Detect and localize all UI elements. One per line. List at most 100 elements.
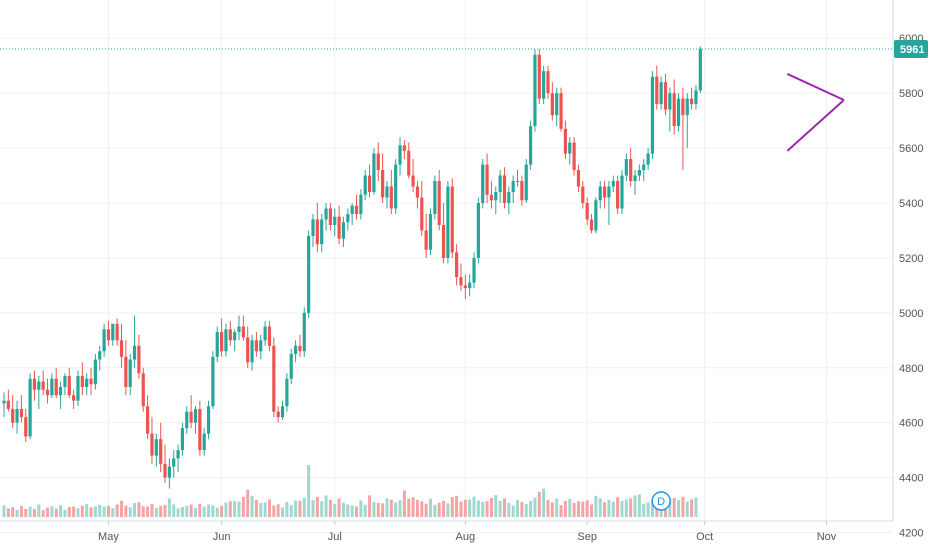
candle-body: [698, 48, 702, 91]
volume-bar: [611, 501, 615, 517]
time-tick-label: Jun: [213, 531, 231, 543]
candle-body: [672, 93, 676, 127]
candle-body: [315, 219, 319, 245]
candle-body: [128, 359, 132, 387]
candle-body: [241, 326, 245, 338]
candle-body: [685, 98, 689, 116]
volume-bar: [50, 506, 54, 517]
volume-bar: [511, 505, 515, 517]
candle-body: [206, 406, 211, 434]
volume-bar: [672, 497, 676, 517]
candle-body: [411, 175, 415, 187]
volume-bar: [690, 499, 694, 517]
volume-bar: [381, 503, 385, 517]
candle-body: [420, 197, 424, 231]
volume-bar: [363, 504, 367, 517]
candle-body: [524, 164, 528, 201]
volume-bar: [455, 495, 459, 517]
volume-bar: [568, 499, 572, 517]
volume-bar: [424, 503, 428, 517]
candle-body: [402, 145, 406, 151]
candle-body: [237, 326, 241, 333]
candle-body: [694, 90, 698, 105]
candle-body: [659, 82, 663, 105]
dividend-marker-label: D: [657, 496, 665, 508]
candle-body: [41, 381, 45, 390]
volume-bar: [298, 500, 302, 517]
volume-bar: [106, 505, 110, 517]
candle-body: [267, 326, 272, 346]
price-tick-label: 4400: [899, 473, 923, 485]
volume-bar: [302, 497, 306, 517]
volume-bar: [224, 502, 228, 517]
candle-body: [89, 378, 93, 385]
volume-bar: [6, 508, 10, 517]
candle-body: [546, 71, 550, 94]
candle-body: [655, 76, 659, 105]
volume-bar: [394, 502, 398, 517]
candle-body: [472, 257, 476, 283]
volume-bar: [650, 500, 654, 517]
volume-bar: [346, 504, 350, 517]
volume-bar: [111, 508, 115, 517]
candle-body: [246, 337, 250, 363]
candle-body: [163, 463, 167, 478]
volume-bar: [472, 496, 476, 517]
volume-bar: [211, 505, 215, 517]
volume-bar: [546, 499, 550, 517]
candle-body: [520, 181, 524, 201]
candle-body: [485, 164, 489, 195]
candle-body: [437, 181, 441, 225]
candle-body: [185, 411, 189, 429]
volume-bar: [146, 506, 150, 517]
candle-body: [585, 202, 589, 220]
volume-bar: [185, 505, 189, 517]
volume-bar: [489, 497, 493, 517]
candle-body: [363, 175, 367, 195]
volume-bar: [576, 501, 580, 517]
candle-body: [180, 428, 185, 451]
volume-bar: [555, 498, 559, 517]
volume-bar: [228, 501, 232, 517]
candle-body: [372, 153, 376, 193]
candle-body: [385, 186, 389, 198]
last-price-badge: [894, 39, 928, 58]
candle-body: [629, 159, 633, 182]
volume-bar: [481, 501, 485, 517]
candle-body: [455, 252, 459, 278]
volume-bar: [241, 496, 245, 517]
candle-body: [307, 235, 311, 313]
volume-bar: [463, 499, 467, 517]
candle-body: [359, 194, 363, 214]
volume-bar: [276, 504, 280, 517]
volume-bar: [398, 500, 402, 517]
candle-body: [616, 181, 620, 209]
volume-bar: [355, 506, 359, 517]
volume-bar: [141, 506, 145, 517]
volume-bar: [603, 502, 607, 517]
candle-body: [132, 345, 137, 360]
candle-body: [93, 359, 97, 385]
volume-bar: [193, 508, 197, 517]
candle-body: [620, 175, 624, 209]
volume-bar: [389, 499, 393, 517]
volume-bar: [402, 490, 406, 517]
volume-bar: [629, 498, 633, 517]
candle-body: [54, 378, 58, 396]
volume-bar: [115, 504, 119, 517]
volume-bar: [520, 501, 524, 517]
candle-body: [476, 202, 480, 258]
candle-body: [215, 332, 219, 357]
candle-body: [311, 219, 315, 236]
volume-bar: [350, 505, 354, 517]
time-axis[interactable]: May Jun Jul Aug Sep Oct Nov: [98, 521, 837, 543]
volume-bar: [542, 488, 546, 517]
volume-bar: [459, 501, 463, 517]
candle-body: [2, 400, 6, 404]
candle-body: [594, 200, 598, 231]
candle-body: [328, 208, 332, 225]
candle-body: [11, 408, 15, 423]
